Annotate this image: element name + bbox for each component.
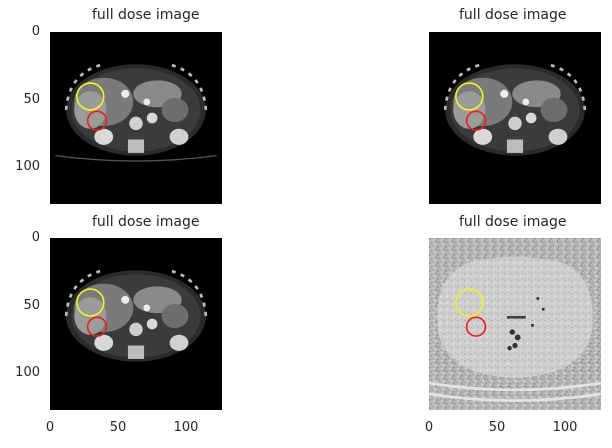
x-tick: 100 bbox=[173, 420, 199, 435]
x-tick: 50 bbox=[109, 420, 127, 435]
ct-image bbox=[50, 238, 222, 410]
panel-title: full dose image bbox=[92, 214, 200, 230]
x-tick: 100 bbox=[552, 420, 578, 435]
yellow-circle-marker bbox=[76, 288, 105, 317]
yellow-circle-marker bbox=[76, 82, 105, 111]
x-tick: 0 bbox=[424, 420, 434, 435]
ct-image bbox=[50, 32, 222, 204]
y-tick: 0 bbox=[31, 24, 40, 39]
red-circle-marker bbox=[86, 316, 108, 337]
y-tick: 100 bbox=[15, 365, 40, 380]
red-circle-marker bbox=[465, 316, 487, 337]
y-tick: 50 bbox=[23, 298, 40, 313]
ct-image-svg bbox=[429, 32, 601, 204]
yellow-circle-marker bbox=[455, 82, 484, 111]
red-circle-marker bbox=[465, 110, 487, 131]
ct-image-svg bbox=[429, 238, 601, 410]
panel-title: full dose image bbox=[459, 214, 567, 230]
ct-image-svg bbox=[50, 32, 222, 204]
y-tick: 0 bbox=[31, 230, 40, 245]
panel-title: full dose image bbox=[459, 7, 567, 23]
y-tick: 50 bbox=[23, 92, 40, 107]
panel-title: full dose image bbox=[92, 7, 200, 23]
red-circle-marker bbox=[86, 110, 108, 131]
ct-image bbox=[429, 32, 601, 204]
x-tick: 0 bbox=[45, 420, 55, 435]
ct-image bbox=[429, 238, 601, 410]
y-tick: 100 bbox=[15, 159, 40, 174]
yellow-circle-marker bbox=[455, 288, 484, 317]
x-tick: 50 bbox=[488, 420, 506, 435]
ct-image-svg bbox=[50, 238, 222, 410]
